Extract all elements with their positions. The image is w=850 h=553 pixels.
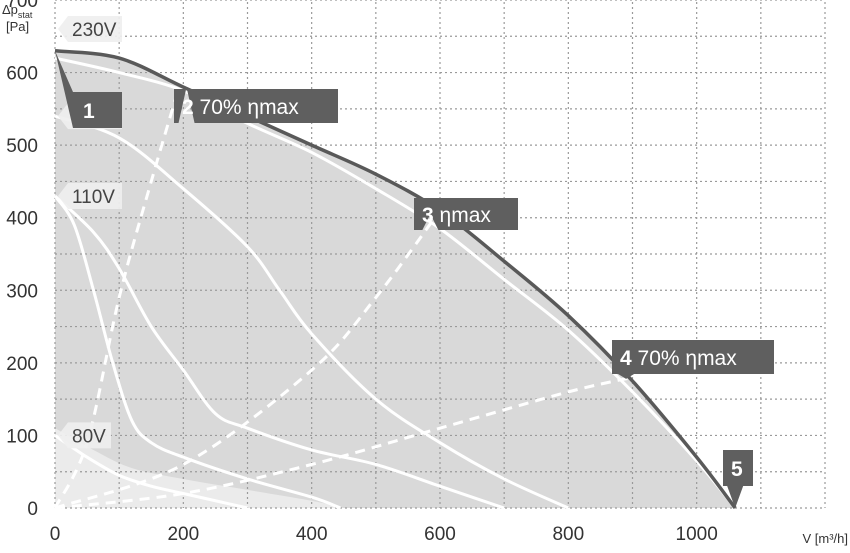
- speed-curve: [53, 194, 505, 510]
- x-tick-label: 1000: [676, 524, 718, 545]
- speed-curve: [53, 195, 342, 510]
- x-tick-label: 600: [424, 524, 456, 545]
- y-tick-label: 200: [6, 354, 38, 375]
- callout-box: [612, 340, 774, 379]
- y-tick-label: 500: [6, 136, 38, 157]
- callout-text: ηmax: [434, 204, 492, 227]
- operating-point-1: 1: [55, 50, 122, 128]
- y-tick-label: 700: [6, 0, 38, 12]
- callout-box: [414, 198, 518, 230]
- voltage-label: 230V: [72, 20, 117, 41]
- operating-envelope-area: [55, 50, 736, 509]
- speed-curve: [54, 434, 248, 510]
- voltage-tag: [58, 422, 111, 449]
- callout-label: 1: [83, 100, 95, 123]
- system-curve: [54, 375, 633, 510]
- y-axis-subscript: stat: [18, 10, 33, 20]
- x-tick-label: 0: [50, 524, 61, 545]
- callout-number: 4: [620, 347, 632, 370]
- callout-label: 5: [731, 458, 743, 481]
- callout-label: 4 70% ηmax: [620, 347, 737, 370]
- callout-text: 70% ηmax: [194, 96, 300, 119]
- x-tick-label: 200: [167, 524, 199, 545]
- grid: [54, 0, 826, 509]
- callout-label: 2 70% ηmax: [182, 96, 299, 119]
- callout-number: 3: [422, 204, 434, 227]
- operating-point-2: 2 70% ηmax: [174, 87, 338, 123]
- tick-labels: 0 200 400 600 800 1000 0 100 200 300 400 500 600 700: [6, 0, 718, 545]
- callout-number: 2: [182, 96, 194, 119]
- y-tick-label: 400: [6, 209, 38, 230]
- voltage-label: 80V: [72, 426, 106, 447]
- speed-curve: [54, 114, 569, 510]
- y-tick-label: 100: [6, 426, 38, 447]
- operating-point-3: 3 ηmax: [414, 198, 518, 230]
- x-tick-label: 800: [552, 524, 584, 545]
- y-tick-label: 300: [6, 281, 38, 302]
- operating-point-5: 5: [723, 450, 753, 508]
- y-tick-label: 0: [27, 499, 38, 520]
- max-pressure-curve: [54, 49, 737, 510]
- curves: [53, 49, 737, 510]
- voltage-tag: [58, 182, 122, 209]
- callout-number: 5: [731, 458, 743, 481]
- callout-box: [174, 87, 338, 123]
- y-axis-unit: [Pa]: [6, 19, 29, 34]
- callout-label: 3 ηmax: [422, 204, 491, 227]
- callout-text: 70% ηmax: [632, 347, 738, 370]
- fill-regions: [55, 50, 736, 509]
- axis-titles: Δpstat [Pa] V [m³/h]: [2, 2, 848, 546]
- x-tick-label: 400: [296, 524, 328, 545]
- callout-box: [723, 450, 753, 508]
- callout-box: [55, 50, 122, 128]
- y-tick-label: 600: [6, 64, 38, 85]
- system-curve: [53, 72, 185, 509]
- callout-number: 1: [83, 100, 95, 123]
- y-axis-title: Δpstat: [2, 2, 33, 20]
- x-axis-title: V [m³/h]: [802, 531, 848, 546]
- y-axis-delta: Δp: [2, 2, 18, 17]
- operating-point-4: 4 70% ηmax: [612, 340, 774, 379]
- voltage-tag: [58, 16, 122, 43]
- voltage-label: 110V: [72, 187, 115, 208]
- operating-point-callouts: 1 2 70% ηmax 3 ηmax 4 70% ηmax 5: [55, 50, 774, 508]
